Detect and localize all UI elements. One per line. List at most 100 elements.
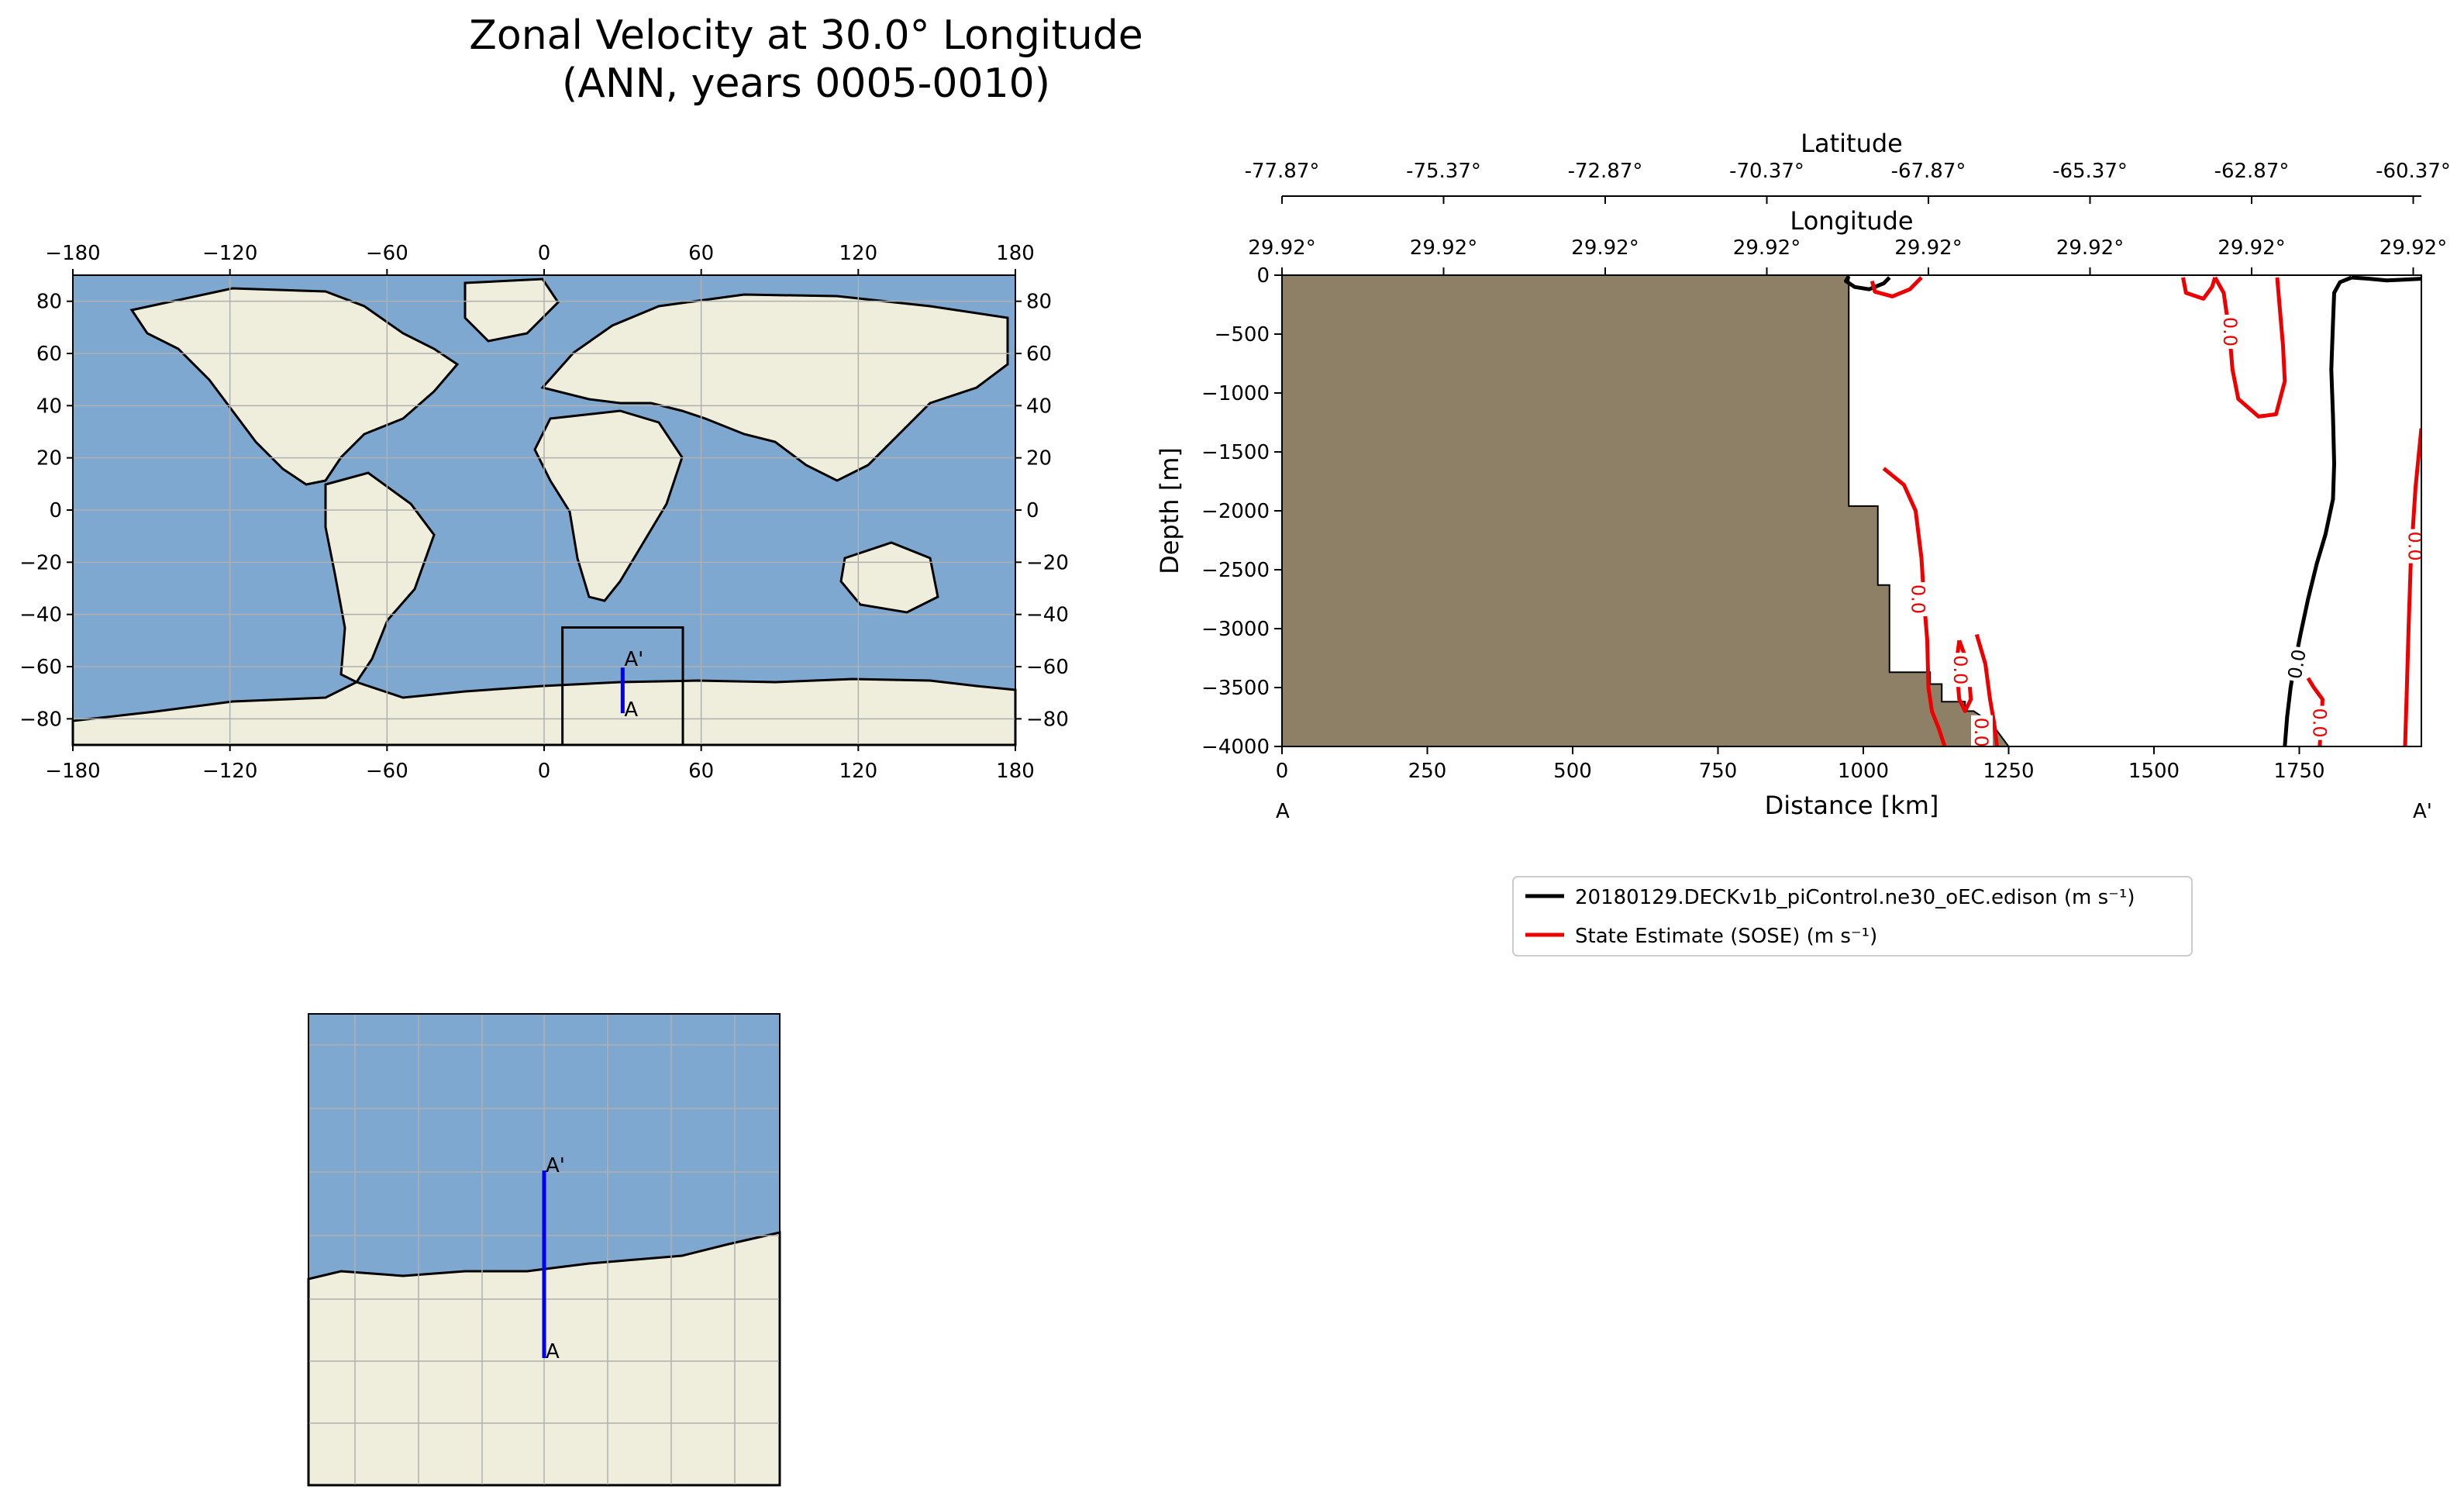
global-lat-label-right: −60 [1026,656,1069,679]
x-tick-label: 250 [1408,760,1447,783]
contour-label-bg [1907,582,1930,616]
land-greenland [464,278,560,343]
global-lat-label-right: 0 [1026,499,1039,522]
global-lat-label-right: −40 [1026,604,1069,627]
global-lon-label-top: −120 [202,242,257,265]
global-lon-label-bottom: 180 [996,760,1035,783]
transect-point-a: A [624,698,638,722]
global-lat-label-left: −80 [19,708,62,731]
zoom-map: A' A [307,1013,781,1487]
global-lat-label-left: 80 [36,291,62,314]
global-lon-label-top: −180 [45,242,100,265]
global-lat-label-right: −80 [1026,708,1069,731]
latitude-tick-label: -77.87° [1245,160,1320,183]
legend-label-model: 20180129.DECKv1b_piControl.ne30_oEC.edis… [1575,886,2135,909]
x-tick-label: 500 [1553,760,1592,783]
global-lon-label-top: 120 [839,242,878,265]
global-lat-label-left: 20 [36,447,62,471]
x-tick-label: 750 [1699,760,1738,783]
contour-sose-line [2403,428,2421,746]
global-lon-label-bottom: −120 [202,760,257,783]
longitude-tick-label: 29.92° [2380,236,2447,260]
transect-start-label: A [1276,800,1290,823]
y-tick-label: 0 [1256,264,1270,288]
contour-model-line [1844,275,1891,291]
contour-sose-line [2181,277,2218,301]
y-tick-label: −4000 [1201,736,1270,759]
global-lat-label-right: 20 [1026,447,1052,471]
transect-panel: 0.0 0.0 0.0 0.0 0.0 0.0 0.0 0 250 500 750 1000 1250… [1155,129,2451,957]
contour-label: 0.0 [2219,317,2241,346]
global-lat-label-right: 60 [1026,343,1052,366]
global-lat-label-left: 60 [36,343,62,366]
global-lat-label-right: −20 [1026,551,1069,574]
global-lat-label-right: 40 [1026,395,1052,418]
contour-sose-line [1870,276,1923,298]
global-lon-label-bottom: −60 [366,760,408,783]
contour-label: 0.0 [1970,718,1992,747]
latitude-tick-label: -62.87° [2214,160,2290,183]
contour-label: 0.0 [1907,584,1928,614]
latitude-tick-label: -72.87° [1568,160,1643,183]
global-lon-label-top: 0 [538,242,551,265]
global-map: −180 −180 −120 −120 −60 −60 0 0 60 60 120 120 180 180… [19,242,1069,783]
legend-label-sose: State Estimate (SOSE) (m s⁻¹) [1575,925,1877,948]
x-tick-label: 0 [1276,760,1289,783]
zoom-point-a: A [546,1340,560,1363]
latitude-tick-label: -65.37° [2052,160,2128,183]
global-lat-label-left: 0 [49,499,62,522]
contour-label: 0.0 [2404,532,2426,561]
global-lon-label-bottom: 60 [688,760,714,783]
global-lon-label-bottom: −180 [45,760,100,783]
y-tick-label: −500 [1215,323,1270,346]
longitude-tick-label: 29.92° [2218,236,2285,260]
global-lon-label-top: 180 [996,242,1035,265]
latitude-axis-label: Latitude [1801,129,1903,158]
land-australia [839,541,939,614]
x-tick-label: 1750 [2273,760,2324,783]
zoom-map-grid [308,1014,780,1485]
series-layer: 0.0 0.0 0.0 0.0 0.0 0.0 0.0 [1844,275,2426,747]
contour-label-bg [2309,705,2331,740]
y-tick-label: −3000 [1201,618,1270,641]
global-lat-label-left: −20 [19,551,62,574]
contour-sose-line [1974,633,1999,746]
longitude-tick-label: 29.92° [1571,236,1639,260]
figure-title: Zonal Velocity at 30.0° Longitude [469,12,1143,59]
transect-point-a-prime: A' [624,648,643,671]
contour-label-bg [2283,645,2311,683]
global-lon-label-bottom: 0 [538,760,551,783]
latitude-tick-label: -75.37° [1406,160,1481,183]
y-tick-label: −1000 [1201,382,1270,405]
x-tick-label: 1500 [2128,760,2180,783]
y-tick-label: −3500 [1201,677,1270,700]
zoom-point-a-prime: A' [546,1154,565,1177]
longitude-axis-label: Longitude [1790,206,1913,236]
contour-label: 0.0 [2284,648,2311,681]
longitude-tick-label: 29.92° [2056,236,2124,260]
y-tick-label: −1500 [1201,441,1270,464]
global-map-grid [73,275,1015,745]
x-axis-label: Distance [km] [1765,791,1939,820]
transect-end-label: A' [2413,800,2432,823]
figure-subtitle: (ANN, years 0005-0010) [561,60,1051,107]
zoom-map-frame [308,1013,781,1486]
latitude-tick-label: -67.87° [1891,160,1966,183]
longitude-tick-label: 29.92° [1894,236,1962,260]
global-lat-label-left: −60 [19,656,62,679]
plot-content: 0.0 0.0 0.0 0.0 0.0 0.0 0.0 [1282,275,2426,747]
contour-label-bg [1950,653,1972,688]
latitude-tick-label: -60.37° [2376,160,2451,183]
y-axis-label: Depth [m] [1155,447,1184,574]
land-south-america [324,471,436,684]
contour-label: 0.0 [1949,655,1971,684]
global-lat-label-left: −40 [19,604,62,627]
legend-box [1512,876,2193,957]
inset-region-box [561,626,684,746]
longitude-tick-label: 29.92° [1733,236,1801,260]
global-map-ticks: −180 −180 −120 −120 −60 −60 0 0 60 60 120 120 180 180… [19,242,1069,783]
axis-layer: 0 250 500 750 1000 1250 1500 1750 0 −500 −1000 −150… [1201,160,2451,783]
global-lon-label-top: 60 [688,242,714,265]
